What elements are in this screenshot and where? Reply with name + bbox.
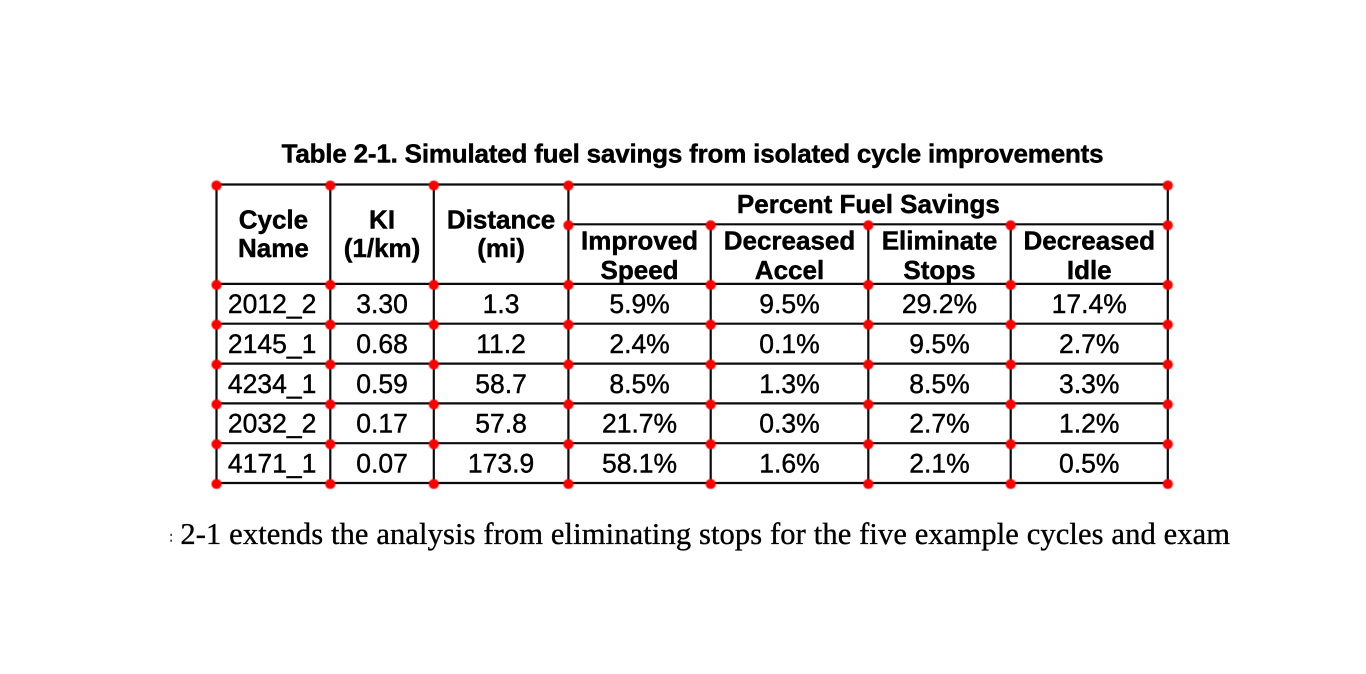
svg-text:0.3%: 0.3% — [759, 409, 819, 439]
svg-text:(1/km): (1/km) — [344, 233, 421, 263]
svg-text:5.9%: 5.9% — [609, 289, 669, 319]
svg-text:0.17: 0.17 — [356, 409, 408, 439]
svg-text:Idle: Idle — [1067, 255, 1112, 285]
svg-text:0.59: 0.59 — [356, 369, 408, 399]
svg-text:(mi): (mi) — [477, 233, 525, 263]
svg-text:29.2%: 29.2% — [902, 289, 977, 319]
svg-text:57.8: 57.8 — [475, 409, 527, 439]
svg-text:Improved: Improved — [581, 225, 698, 255]
svg-text:2.4%: 2.4% — [609, 329, 669, 359]
svg-text:KI: KI — [369, 205, 395, 235]
svg-text:Decreased: Decreased — [724, 225, 856, 255]
svg-text:Table 2-1. Simulated fuel savi: Table 2-1. Simulated fuel savings from i… — [282, 138, 1104, 168]
svg-text:Cycle: Cycle — [239, 205, 308, 235]
svg-text:2145_1: 2145_1 — [228, 329, 316, 359]
svg-text:0.07: 0.07 — [356, 448, 408, 478]
svg-text:1.3: 1.3 — [483, 289, 520, 319]
svg-text:2.7%: 2.7% — [1059, 329, 1119, 359]
svg-text:11.2: 11.2 — [476, 329, 526, 359]
svg-text:9.5%: 9.5% — [909, 329, 969, 359]
svg-text:Distance: Distance — [447, 205, 555, 235]
svg-text:1.2%: 1.2% — [1059, 409, 1119, 439]
svg-text:2032_2: 2032_2 — [228, 409, 316, 439]
svg-text:1.3%: 1.3% — [759, 369, 819, 399]
svg-text:2.1%: 2.1% — [909, 448, 969, 478]
svg-text:2012_2: 2012_2 — [228, 289, 316, 319]
svg-text:17.4%: 17.4% — [1052, 289, 1127, 319]
svg-text:8.5%: 8.5% — [609, 369, 669, 399]
svg-text:Percent Fuel Savings: Percent Fuel Savings — [737, 189, 1000, 219]
svg-text:3.30: 3.30 — [356, 289, 408, 319]
svg-text:1.6%: 1.6% — [759, 448, 819, 478]
svg-text:58.1%: 58.1% — [602, 448, 677, 478]
svg-text:Name: Name — [238, 233, 309, 263]
svg-text:0.5%: 0.5% — [1059, 448, 1119, 478]
svg-text:58.7: 58.7 — [475, 369, 527, 399]
svg-text:Stops: Stops — [903, 255, 975, 285]
svg-text:2-1 extends the analysis from: 2-1 extends the analysis from eliminatin… — [180, 517, 1230, 551]
svg-text:9.5%: 9.5% — [759, 289, 819, 319]
svg-text:0.68: 0.68 — [356, 329, 408, 359]
svg-text:Accel: Accel — [755, 255, 824, 285]
svg-text:Eliminate: Eliminate — [882, 225, 998, 255]
svg-text:173.9: 173.9 — [468, 448, 534, 478]
svg-text:4234_1: 4234_1 — [228, 369, 316, 399]
svg-text:Decreased: Decreased — [1023, 225, 1155, 255]
svg-text:3.3%: 3.3% — [1059, 369, 1119, 399]
svg-text:0.1%: 0.1% — [759, 329, 819, 359]
svg-text:4171_1: 4171_1 — [228, 448, 316, 478]
svg-text:Speed: Speed — [601, 255, 679, 285]
svg-text:8.5%: 8.5% — [909, 369, 969, 399]
svg-text:21.7%: 21.7% — [602, 409, 677, 439]
svg-text:2.7%: 2.7% — [909, 409, 969, 439]
